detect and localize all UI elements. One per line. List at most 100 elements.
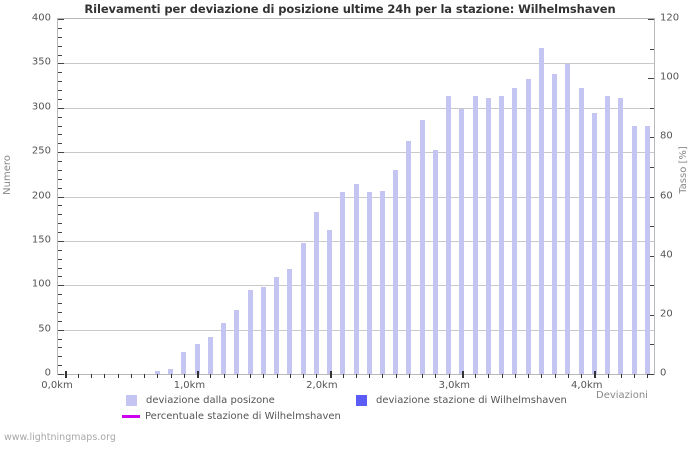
x-axis-tick — [157, 374, 159, 378]
bar — [552, 74, 558, 374]
legend-swatch-station-deviation — [356, 395, 367, 406]
y-axis-left-label: 400 — [31, 12, 51, 24]
legend-swatch-deviation — [126, 395, 137, 406]
x-axis-label: 1,0km — [173, 380, 206, 391]
legend-item-deviation[interactable]: deviazione dalla posizone — [126, 395, 275, 406]
bar — [605, 96, 611, 374]
y-axis-left-label: 300 — [31, 101, 51, 113]
x-axis-tick — [356, 374, 357, 378]
y-axis-left-tick — [58, 356, 62, 358]
bar — [512, 88, 518, 374]
x-axis-tick — [488, 374, 490, 378]
y-axis-right-label: 100 — [660, 71, 680, 83]
y-axis-left-tick — [58, 72, 62, 74]
y-axis-left-tick — [58, 54, 62, 56]
y-axis-left-tick — [58, 374, 64, 375]
y-axis-left-tick — [58, 329, 64, 331]
y-axis-left-tick — [58, 205, 62, 207]
y-axis-right-label: 20 — [660, 308, 673, 320]
y-axis-left-tick — [58, 63, 64, 65]
y-axis-left-tick — [58, 347, 62, 349]
bar — [432, 150, 438, 374]
y-axis-left-tick — [58, 294, 62, 296]
bar — [472, 96, 478, 374]
x-axis-tick — [329, 371, 332, 378]
y-axis-left-label: 200 — [31, 190, 51, 201]
y-axis-left-tick — [58, 107, 64, 109]
x-axis-tick — [77, 374, 79, 378]
bar — [287, 269, 293, 374]
bar — [485, 98, 491, 374]
bar — [327, 230, 332, 374]
x-axis-tick — [369, 374, 371, 378]
y-axis-left-label: 50 — [38, 323, 51, 335]
y-axis-left-tick — [58, 178, 62, 180]
y-axis-left-tick — [58, 116, 62, 118]
y-axis-right-label: 80 — [660, 130, 673, 142]
y-axis-left-tick — [58, 303, 62, 304]
bar — [379, 191, 385, 374]
y-axis-left-tick — [58, 338, 62, 340]
x-axis-label: 0,0km — [41, 380, 73, 391]
legend-item-station-deviation[interactable]: deviazione stazione di Wilhelmshaven — [356, 395, 567, 406]
y-axis-left-tick — [58, 267, 62, 269]
legend-item-station-percentage[interactable]: Percentuale stazione di Wilhelmshaven — [122, 411, 341, 422]
y-axis-left-label: 150 — [31, 234, 51, 246]
y-axis-right-tick — [648, 19, 654, 20]
y-axis-left-tick — [58, 276, 62, 278]
y-axis-right-label: 120 — [660, 12, 680, 24]
bar — [181, 351, 187, 374]
y-axis-title-right: Tasso [%] — [678, 146, 689, 194]
x-axis-tick — [289, 374, 291, 378]
x-axis-tick — [581, 374, 583, 378]
bar — [591, 113, 597, 374]
y-axis-right-label: 60 — [660, 190, 673, 201]
y-axis-left-tick — [58, 258, 62, 260]
y-axis-right-tick — [650, 344, 654, 346]
x-axis-label: 4,0km — [571, 380, 603, 391]
y-axis-right-tick — [648, 314, 654, 316]
x-axis-title: Deviazioni — [596, 390, 648, 401]
y-axis-left-tick — [58, 169, 62, 171]
gridline — [58, 152, 654, 154]
y-axis-left-tick — [58, 196, 64, 198]
bar — [154, 371, 160, 374]
x-axis-tick — [170, 374, 172, 378]
x-axis-tick — [514, 374, 516, 378]
x-axis-tick — [183, 374, 185, 378]
bar — [194, 343, 200, 374]
bar — [274, 277, 280, 374]
y-axis-right-label: 0 — [660, 367, 667, 379]
y-axis-left-tick — [58, 365, 62, 367]
y-axis-left-tick — [58, 285, 64, 287]
chart-title: Rilevamenti per deviazione di posizione … — [84, 2, 616, 16]
bar — [221, 322, 227, 374]
x-axis-tick — [342, 374, 344, 378]
bar — [446, 96, 452, 374]
y-axis-left-tick — [58, 187, 62, 189]
x-axis-tick — [475, 374, 477, 378]
bar — [393, 169, 399, 374]
y-axis-right-tick — [648, 137, 654, 139]
x-axis-tick — [607, 374, 609, 378]
bar — [499, 96, 505, 374]
legend-swatch-station-percentage — [122, 415, 140, 418]
x-axis-tick — [91, 374, 93, 378]
watermark: www.lightningmaps.org — [4, 432, 116, 443]
bar — [565, 64, 571, 374]
x-axis-tick — [395, 374, 397, 378]
y-axis-left-tick — [58, 223, 62, 225]
x-axis-tick — [316, 374, 318, 378]
y-axis-right-tick — [650, 226, 654, 228]
y-axis-title-left: Numero — [2, 155, 13, 195]
legend-label-deviation: deviazione dalla posizone — [146, 395, 275, 406]
y-axis-right-tick — [650, 285, 654, 287]
bar — [207, 336, 213, 374]
x-axis-tick — [197, 371, 200, 378]
y-axis-left-tick — [58, 249, 62, 251]
bar — [168, 368, 174, 374]
bar — [340, 192, 346, 374]
x-axis-tick — [554, 374, 556, 378]
x-axis-tick — [620, 374, 622, 378]
y-axis-left-tick — [58, 240, 64, 242]
